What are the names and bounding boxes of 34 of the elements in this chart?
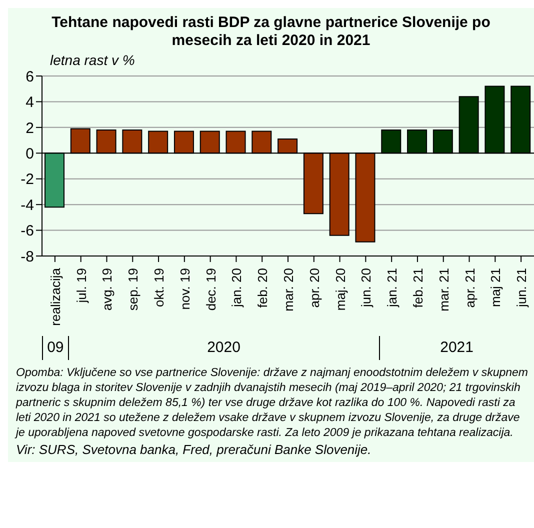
x-tick-label: mar. 21 bbox=[436, 268, 452, 312]
x-tick-label: apr. 21 bbox=[462, 268, 478, 308]
x-tick-label: feb. 20 bbox=[255, 268, 270, 308]
x-tick-label: jan. 20 bbox=[229, 268, 244, 308]
y-tick-label: -6 bbox=[20, 222, 34, 240]
text: 2020 bbox=[68, 336, 379, 360]
x-tick-label: mar. 20 bbox=[281, 268, 296, 312]
y-axis-title: letna rast v % bbox=[49, 52, 136, 68]
x-tick-label: jan. 21 bbox=[384, 268, 400, 308]
y-tick-label: 4 bbox=[26, 94, 34, 112]
x-tick-label: apr. 20 bbox=[306, 268, 322, 308]
x-tick-label: maj 21 bbox=[488, 268, 504, 308]
x-tick-label: jul. 19 bbox=[74, 268, 89, 304]
x-tick-label: maj. 20 bbox=[332, 268, 348, 311]
chart-title: Tehtane napovedi rasti BDP za glavne partnerice Slovenije po mesecih za leti 2020 in 2021 bbox=[50, 13, 492, 51]
x-tick-label: jun. 21 bbox=[514, 268, 530, 308]
text: Opomba: Vključene so vse partnerice Slovenije: države z najmanj enoodstotnim deležem v skupnem izvozu blaga in storitev Slovenije v zadnjih dvanajstih mesecih (maj 2019–april 2020; 21 trgovinskih partneric s skupnim deležem 85,1 %) ter vse druge države kot razlika do 100 %. Napovedi rasti za leti 2020 in 2021 so utežene z deležem vsake države v skupnem izvozu Slovenije, za druge države je uporabljena napoved svetovne gospodarske rasti. Za leto 2009 je prikazana tehtana realizacija. bbox=[14, 366, 530, 441]
y-tick-label: 2 bbox=[26, 120, 34, 137]
y-tick-label: 6 bbox=[26, 68, 34, 86]
x-tick-label: dec. 19 bbox=[203, 268, 218, 311]
text: 2021 bbox=[378, 336, 534, 360]
x-tick-label: sep. 19 bbox=[126, 268, 141, 311]
x-tick-label: realizacija bbox=[48, 267, 63, 326]
x-tick-label: jun. 20 bbox=[358, 268, 374, 308]
x-tick-label: nov. 19 bbox=[177, 268, 192, 310]
x-tick-label: avg. 19 bbox=[100, 268, 115, 311]
text: Vir: SURS, Svetovna banka, Fred, preračuni Banke Slovenije. bbox=[15, 441, 372, 459]
y-tick-label: 0 bbox=[26, 145, 34, 162]
x-tick-label: okt. 19 bbox=[152, 268, 167, 308]
y-tick-label: -8 bbox=[20, 248, 34, 266]
text: 09 bbox=[42, 336, 68, 360]
y-tick-label: -4 bbox=[20, 196, 34, 214]
x-tick-label: feb. 21 bbox=[410, 268, 426, 308]
y-tick-label: -2 bbox=[20, 171, 34, 188]
